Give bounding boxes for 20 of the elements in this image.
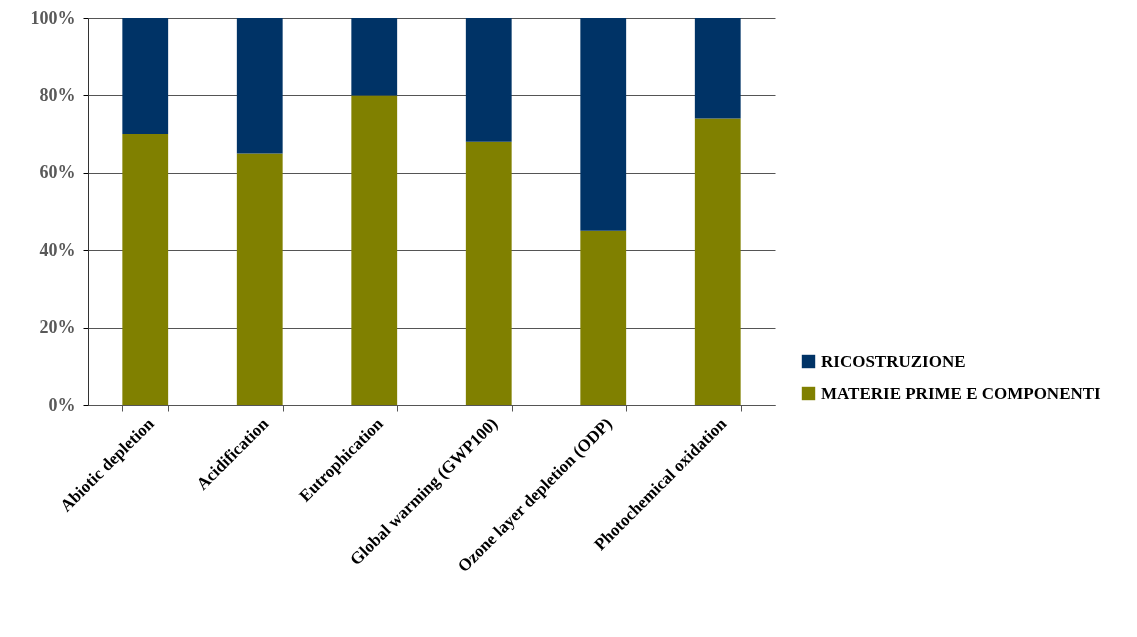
bar	[236, 18, 283, 154]
y-tick-label: 80%	[39, 84, 76, 105]
y-tick-label: 0%	[48, 394, 76, 415]
bar	[236, 153, 283, 405]
bar	[580, 18, 627, 231]
legend-label: RICOSTRUZIONE	[821, 351, 966, 371]
bar	[122, 18, 169, 135]
bar	[694, 18, 741, 119]
y-tick-label: 20%	[39, 317, 76, 338]
y-tick-label: 100%	[30, 7, 76, 28]
bar	[351, 95, 398, 405]
bar	[465, 141, 512, 405]
y-tick-label: 60%	[39, 162, 76, 183]
bar	[465, 18, 512, 142]
legend-label: MATERIE PRIME E COMPONENTI	[821, 383, 1102, 403]
bar	[580, 230, 627, 405]
bar	[694, 118, 741, 405]
y-tick-label: 40%	[39, 239, 76, 260]
bar	[122, 134, 169, 405]
bar	[351, 18, 398, 96]
